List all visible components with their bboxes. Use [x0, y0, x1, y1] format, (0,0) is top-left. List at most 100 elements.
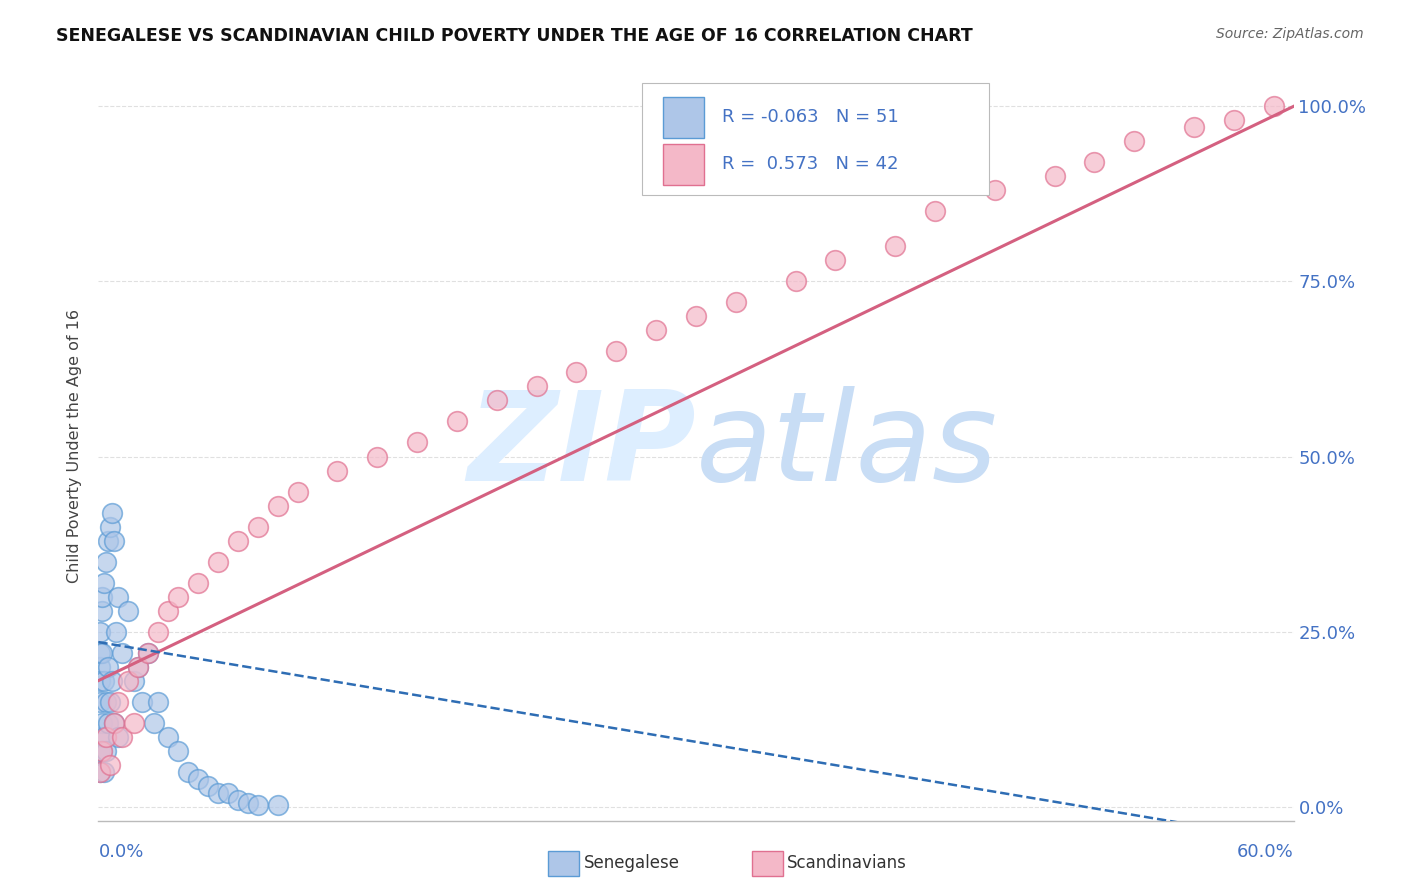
- Point: [1043, 169, 1066, 184]
- Point: [89, 695, 111, 709]
- Text: 0.0%: 0.0%: [98, 843, 143, 861]
- Point: [96, 695, 118, 709]
- Point: [167, 743, 190, 757]
- Text: Senegalese: Senegalese: [583, 855, 679, 872]
- Point: [446, 415, 468, 429]
- Point: [157, 603, 180, 617]
- Point: [127, 659, 149, 673]
- Point: [91, 590, 114, 604]
- Point: [645, 323, 668, 337]
- Point: [89, 730, 111, 744]
- Point: [117, 603, 139, 617]
- Point: [884, 239, 907, 253]
- Point: [1123, 135, 1146, 149]
- Point: [97, 533, 120, 548]
- Point: [124, 673, 146, 688]
- Point: [89, 646, 111, 660]
- Point: [366, 450, 388, 464]
- Point: [157, 730, 180, 744]
- Point: [91, 743, 114, 757]
- Text: Source: ZipAtlas.com: Source: ZipAtlas.com: [1216, 27, 1364, 41]
- Text: atlas: atlas: [696, 385, 998, 507]
- Point: [724, 295, 747, 310]
- Point: [105, 624, 128, 639]
- Point: [824, 253, 846, 268]
- Point: [1223, 113, 1246, 128]
- Point: [107, 695, 129, 709]
- Point: [287, 484, 309, 499]
- Point: [127, 659, 149, 673]
- Point: [167, 590, 190, 604]
- Point: [246, 519, 269, 533]
- Point: [89, 624, 111, 639]
- Point: [117, 673, 139, 688]
- Point: [98, 519, 122, 533]
- Point: [93, 730, 115, 744]
- Point: [148, 695, 170, 709]
- Bar: [662, 97, 704, 138]
- Point: [96, 730, 118, 744]
- Text: Scandinavians: Scandinavians: [787, 855, 907, 872]
- Point: [93, 673, 115, 688]
- Point: [236, 796, 259, 810]
- Point: [217, 786, 239, 800]
- Point: [685, 310, 707, 324]
- Point: [177, 764, 200, 779]
- Point: [1182, 120, 1205, 135]
- Point: [197, 779, 219, 793]
- Point: [98, 695, 122, 709]
- Point: [187, 772, 209, 786]
- Point: [101, 673, 124, 688]
- Point: [103, 715, 125, 730]
- Point: [93, 575, 115, 590]
- Point: [89, 764, 111, 779]
- Point: [1263, 99, 1285, 113]
- Point: [136, 646, 159, 660]
- Point: [143, 715, 166, 730]
- Bar: [662, 144, 704, 186]
- Point: [326, 463, 349, 477]
- Point: [485, 393, 508, 408]
- Point: [91, 646, 114, 660]
- Point: [89, 764, 111, 779]
- Point: [103, 533, 125, 548]
- Point: [89, 743, 111, 757]
- Point: [97, 715, 120, 730]
- Y-axis label: Child Poverty Under the Age of 16: Child Poverty Under the Age of 16: [66, 309, 82, 583]
- Point: [131, 695, 153, 709]
- Point: [267, 798, 290, 813]
- Point: [124, 715, 146, 730]
- Point: [1083, 155, 1105, 169]
- Point: [565, 366, 588, 380]
- Text: 60.0%: 60.0%: [1237, 843, 1294, 861]
- Point: [226, 792, 249, 806]
- Point: [111, 646, 134, 660]
- Point: [605, 344, 627, 359]
- Point: [103, 715, 125, 730]
- Point: [246, 797, 269, 812]
- Point: [148, 624, 170, 639]
- Point: [89, 659, 111, 673]
- Point: [91, 743, 114, 757]
- Point: [96, 555, 118, 569]
- Point: [89, 673, 111, 688]
- Point: [187, 575, 209, 590]
- Point: [984, 183, 1007, 197]
- Point: [785, 275, 807, 289]
- Point: [406, 435, 429, 450]
- Point: [107, 730, 129, 744]
- Point: [136, 646, 159, 660]
- Text: SENEGALESE VS SCANDINAVIAN CHILD POVERTY UNDER THE AGE OF 16 CORRELATION CHART: SENEGALESE VS SCANDINAVIAN CHILD POVERTY…: [56, 27, 973, 45]
- Point: [207, 555, 229, 569]
- Point: [97, 659, 120, 673]
- Text: R =  0.573   N = 42: R = 0.573 N = 42: [723, 155, 898, 173]
- Point: [111, 730, 134, 744]
- Point: [93, 764, 115, 779]
- Point: [924, 204, 946, 219]
- Point: [91, 603, 114, 617]
- Point: [526, 379, 548, 393]
- Point: [98, 757, 122, 772]
- Text: ZIP: ZIP: [467, 385, 696, 507]
- Point: [107, 590, 129, 604]
- Point: [226, 533, 249, 548]
